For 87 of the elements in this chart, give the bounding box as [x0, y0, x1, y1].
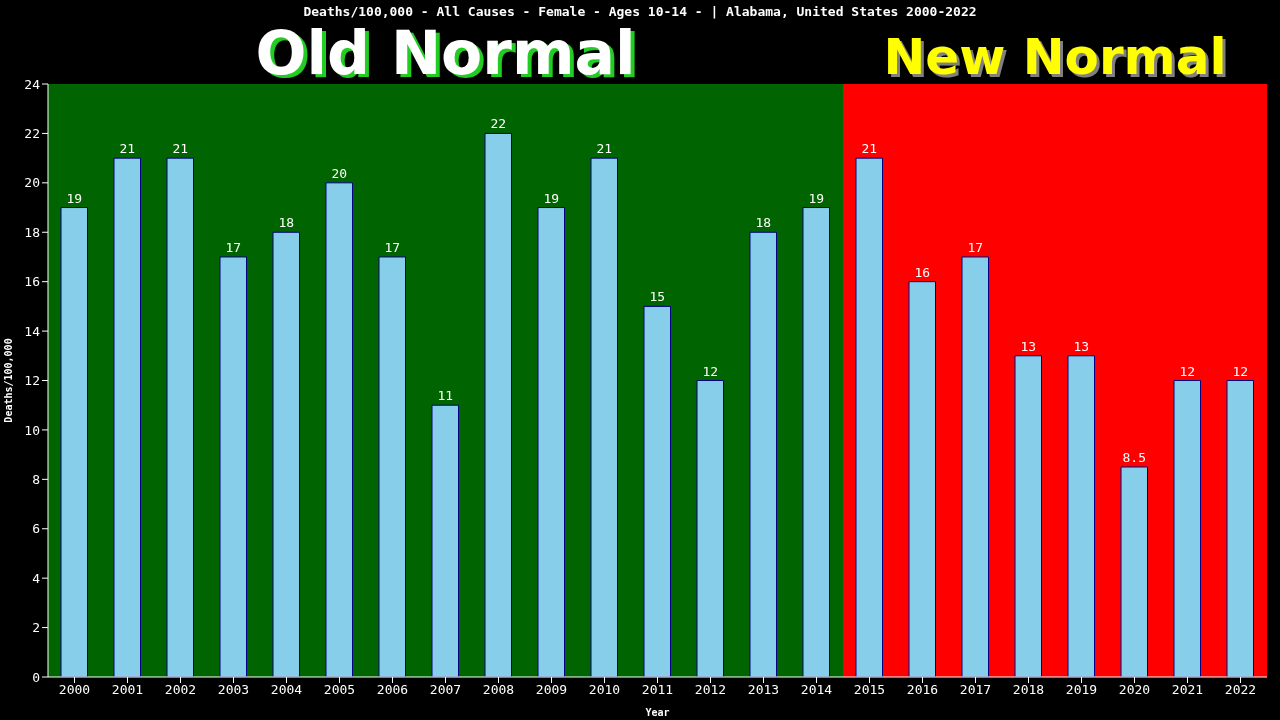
bar [272, 231, 300, 677]
x-tick-label: 2010 [588, 682, 621, 698]
x-tick-label: 2001 [111, 682, 144, 698]
data-label: 17 [967, 239, 984, 255]
data-label: 12 [1179, 363, 1196, 379]
bar [908, 281, 936, 677]
bar [431, 404, 459, 677]
x-tick-label: 2015 [853, 682, 886, 698]
y-tick-label: 10 [24, 422, 40, 438]
y-tick-label: 2 [32, 620, 40, 636]
y-tick-label: 8 [32, 471, 40, 487]
y-axis-title: Deaths/100,000 [2, 338, 14, 423]
band-label: Old Normal [255, 18, 636, 88]
bar [1173, 380, 1201, 677]
x-tick-label: 2017 [959, 682, 992, 698]
x-tick-label: 2009 [535, 682, 568, 698]
data-label: 21 [596, 141, 613, 157]
x-tick-label: 2012 [694, 682, 727, 698]
bar [1014, 355, 1042, 677]
bar [60, 207, 88, 677]
bar [325, 182, 353, 677]
bar [643, 305, 671, 677]
data-label: 21 [861, 141, 878, 157]
data-label: 13 [1020, 338, 1037, 354]
bar [484, 132, 512, 677]
bar [219, 256, 247, 677]
bar [378, 256, 406, 677]
y-tick-label: 20 [24, 175, 40, 191]
data-label: 18 [278, 215, 295, 231]
data-label: 21 [172, 141, 189, 157]
x-tick-label: 2005 [323, 682, 356, 698]
y-tick-label: 12 [24, 373, 40, 389]
bar [802, 207, 830, 677]
x-tick-label: 2008 [482, 682, 515, 698]
bar [590, 157, 618, 677]
data-label: 17 [225, 239, 242, 255]
data-label: 17 [384, 239, 401, 255]
x-tick-label: 2003 [217, 682, 250, 698]
y-tick-label: 6 [32, 521, 40, 537]
data-label: 18 [755, 215, 772, 231]
bar [961, 256, 989, 677]
x-tick-label: 2002 [164, 682, 197, 698]
x-tick-label: 2018 [1012, 682, 1045, 698]
x-tick-label: 2016 [906, 682, 939, 698]
data-label: 19 [808, 190, 825, 206]
x-tick-label: 2011 [641, 682, 674, 698]
data-label: 15 [649, 289, 666, 305]
y-tick-label: 24 [24, 76, 41, 92]
y-tick-label: 0 [32, 669, 40, 685]
data-label: 22 [490, 116, 507, 132]
x-tick-label: 2006 [376, 682, 409, 698]
bar [113, 157, 141, 677]
x-tick-label: 2020 [1118, 682, 1151, 698]
y-tick-label: 18 [24, 224, 40, 240]
bar [749, 231, 777, 677]
data-label: 8.5 [1122, 449, 1146, 465]
data-label: 19 [543, 190, 560, 206]
band-label: New Normal [883, 28, 1227, 86]
bar [696, 380, 724, 677]
x-tick-label: 2014 [800, 682, 833, 698]
y-tick-label: 4 [32, 570, 41, 586]
x-tick-label: 2013 [747, 682, 780, 698]
y-tick-label: 22 [24, 126, 40, 142]
data-label: 16 [914, 264, 931, 280]
bar [537, 207, 565, 677]
y-tick-label: 14 [24, 323, 41, 339]
bar [1120, 466, 1148, 677]
data-label: 21 [119, 141, 136, 157]
x-tick-label: 2004 [270, 682, 303, 698]
x-tick-label: 2022 [1224, 682, 1257, 698]
x-tick-label: 2000 [58, 682, 91, 698]
bar [1226, 380, 1254, 677]
x-tick-label: 2019 [1065, 682, 1098, 698]
data-label: 12 [1232, 363, 1249, 379]
bar [166, 157, 194, 677]
bar [1067, 355, 1095, 677]
data-label: 20 [331, 165, 348, 181]
y-tick-label: 16 [24, 274, 40, 290]
data-label: 12 [702, 363, 719, 379]
x-tick-label: 2007 [429, 682, 462, 698]
data-label: 11 [437, 388, 454, 404]
data-label: 19 [66, 190, 83, 206]
x-axis-title: Year [645, 707, 670, 718]
x-tick-label: 2021 [1171, 682, 1204, 698]
chart-title: Deaths/100,000 - All Causes - Female - Ages 10-14 - | Alabama, United States 2000-2022 [302, 4, 978, 19]
data-label: 13 [1073, 338, 1090, 354]
bar [855, 157, 883, 677]
